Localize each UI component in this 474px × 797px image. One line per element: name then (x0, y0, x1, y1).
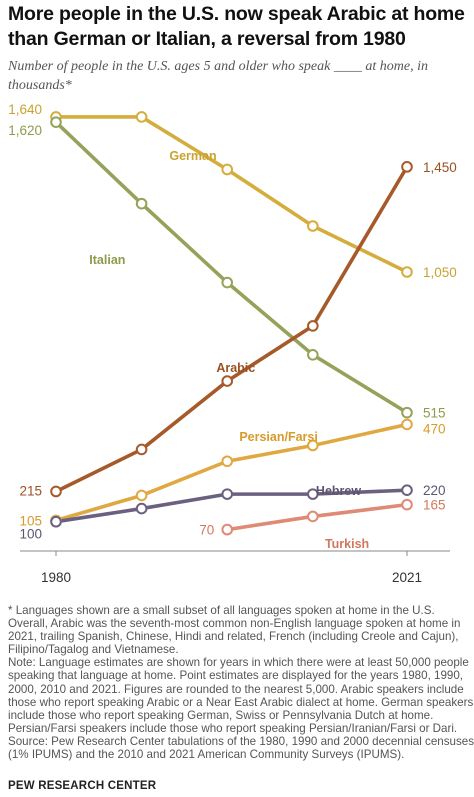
data-point-hebrew (135, 502, 148, 515)
data-point-german (307, 220, 319, 232)
series-line-arabic (54, 165, 409, 494)
x-tick-label: 1980 (41, 570, 71, 585)
data-label-turkish: 70 (199, 523, 214, 538)
data-point-turkish (307, 510, 319, 523)
data-label-german: 1,050 (423, 265, 457, 280)
series-label-arabic: Arabic (216, 361, 255, 375)
data-point-german (135, 111, 148, 123)
data-point-german (221, 163, 234, 176)
series-line-german (54, 115, 409, 274)
series-label-hebrew: Hebrew (316, 484, 361, 498)
series-label-turkish: Turkish (325, 537, 369, 551)
data-label-persian-farsi: 105 (19, 513, 42, 528)
chart-subtitle: Number of people in the U.S. ages 5 and … (8, 59, 428, 93)
line-chart: 1980 2021 1,640 1,050 1,620 515 215 1,450 105 470… (8, 102, 457, 585)
data-point-persian-farsi (401, 418, 413, 431)
data-point-italian (401, 406, 413, 419)
data-label-italian: 1,620 (8, 123, 42, 138)
data-point-persian-farsi (135, 489, 148, 502)
data-label-italian: 515 (423, 406, 446, 421)
series-label-german: German (169, 149, 216, 163)
data-point-arabic (221, 375, 234, 387)
data-label-turkish: 165 (423, 498, 446, 513)
data-point-persian-farsi (307, 439, 319, 452)
footnotes: * Languages shown are a small subset of … (8, 604, 474, 761)
data-point-italian (307, 349, 319, 361)
data-point-hebrew (401, 484, 413, 496)
data-label-german: 1,640 (8, 102, 42, 117)
data-point-turkish (221, 523, 234, 536)
series-line-persian-farsi (54, 422, 409, 523)
page-title: More people in the U.S. now speak Arabic… (8, 3, 465, 50)
footnote-source: Source: Pew Research Center tabulations … (8, 734, 474, 762)
data-label-arabic: 1,450 (423, 160, 457, 175)
data-point-german (401, 266, 413, 278)
footnote-note: Note: Language estimates are shown for y… (8, 656, 474, 735)
data-point-hebrew (307, 488, 319, 500)
data-point-persian-farsi (221, 455, 234, 468)
data-point-turkish (401, 498, 413, 511)
data-point-arabic (135, 443, 148, 456)
series-label-persian-farsi: Persian/Farsi (239, 430, 318, 444)
data-point-arabic (401, 161, 413, 173)
x-tick-label: 2021 (392, 570, 422, 585)
data-point-italian (221, 276, 234, 289)
data-point-italian (50, 116, 62, 128)
data-point-hebrew (50, 515, 62, 528)
data-label-hebrew: 220 (423, 483, 446, 498)
series-label-italian: Italian (89, 253, 125, 267)
data-point-hebrew (221, 488, 234, 500)
data-label-arabic: 215 (19, 483, 42, 498)
data-point-arabic (50, 485, 62, 498)
footnote-languages: * Languages shown are a small subset of … (8, 604, 461, 657)
data-point-italian (135, 197, 148, 210)
brand-logo-text: PEW RESEARCH CENTER (8, 780, 157, 792)
data-point-arabic (307, 320, 319, 332)
data-label-hebrew: 100 (19, 527, 42, 542)
data-label-persian-farsi: 470 (423, 421, 446, 436)
